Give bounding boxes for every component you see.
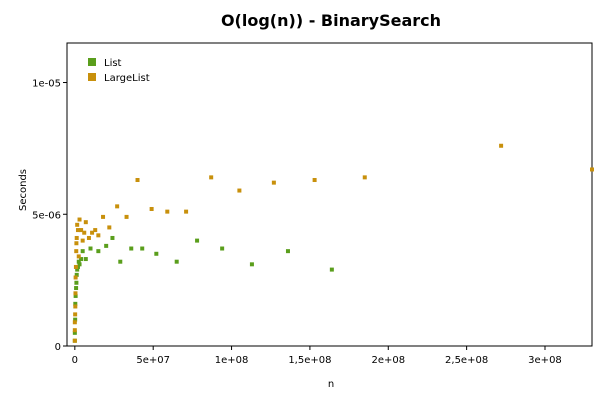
point-list (329, 267, 334, 272)
point-largelist (86, 235, 91, 240)
point-largelist (93, 228, 98, 233)
point-largelist (184, 209, 189, 214)
point-list (104, 243, 109, 248)
point-largelist (165, 209, 170, 214)
chart-title: O(log(n)) - BinarySearch (221, 11, 441, 30)
point-largelist (209, 175, 214, 180)
point-largelist (271, 180, 276, 185)
x-axis: 0 5e+07 1e+08 1,5e+08 2e+08 2,5e+08 3e+08 (72, 346, 562, 366)
point-list (195, 238, 200, 243)
point-largelist (107, 225, 112, 230)
point-list (140, 246, 145, 251)
plot-area (66, 42, 593, 347)
point-list (154, 251, 159, 256)
y-tick-label: 1e-05 (32, 79, 61, 90)
point-list (129, 246, 134, 251)
point-list (110, 235, 115, 240)
point-largelist (75, 222, 80, 227)
point-list (74, 272, 79, 277)
point-largelist (74, 235, 79, 240)
point-largelist (72, 338, 77, 343)
x-tick-label: 2e+08 (371, 355, 405, 366)
y-tick-label: 5e-06 (32, 210, 61, 221)
point-largelist (80, 238, 85, 243)
point-largelist (74, 249, 79, 254)
point-list (73, 293, 78, 298)
point-largelist (74, 241, 79, 246)
point-list (75, 264, 80, 269)
point-largelist (101, 214, 106, 219)
point-list (249, 262, 254, 267)
point-list (118, 259, 123, 264)
point-largelist (72, 328, 77, 333)
x-tick-label: 2,5e+08 (445, 355, 488, 366)
point-list (79, 257, 84, 262)
point-largelist (115, 204, 120, 209)
point-largelist (590, 167, 594, 172)
point-list (72, 330, 77, 335)
point-largelist (83, 220, 88, 225)
point-list (285, 249, 290, 254)
legend: List LargeList (88, 58, 150, 84)
point-largelist (124, 214, 129, 219)
y-tick-label: 0 (55, 342, 61, 353)
point-list (88, 246, 93, 251)
point-largelist (73, 312, 78, 317)
legend-label-largelist: LargeList (104, 73, 150, 84)
point-largelist (79, 228, 84, 233)
point-list (74, 280, 79, 285)
point-largelist (135, 178, 140, 183)
y-axis-label: Seconds (18, 169, 29, 211)
point-largelist (73, 264, 78, 269)
point-largelist (76, 254, 81, 259)
point-largelist (362, 175, 367, 180)
point-list (75, 267, 80, 272)
legend-swatch-largelist (88, 73, 96, 81)
x-tick-label: 1e+08 (215, 355, 249, 366)
point-largelist (73, 275, 78, 280)
point-list (83, 257, 88, 262)
point-largelist (237, 188, 242, 193)
legend-label-list: List (104, 58, 122, 69)
point-largelist (96, 233, 101, 238)
point-list (73, 301, 78, 306)
point-list (174, 259, 179, 264)
point-largelist (73, 291, 78, 296)
point-list (96, 249, 101, 254)
point-largelist (73, 304, 78, 309)
point-largelist (75, 228, 80, 233)
point-list (77, 262, 82, 267)
x-tick-label: 3e+08 (528, 355, 562, 366)
point-largelist (77, 217, 82, 222)
data-points (72, 143, 594, 343)
point-largelist (149, 206, 154, 211)
point-list (76, 259, 81, 264)
point-list (220, 246, 225, 251)
point-list (74, 286, 79, 291)
point-list (80, 249, 85, 254)
point-largelist (82, 230, 87, 235)
x-tick-label: 5e+07 (136, 355, 170, 366)
point-largelist (312, 178, 317, 183)
x-tick-label: 0 (72, 355, 78, 366)
x-tick-label: 1,5e+08 (288, 355, 331, 366)
point-largelist (90, 230, 95, 235)
y-axis: 0 5e-06 1e-05 (32, 79, 67, 353)
x-axis-label: n (328, 379, 334, 390)
legend-swatch-list (88, 58, 96, 66)
point-largelist (72, 320, 77, 325)
point-largelist (499, 143, 504, 148)
point-list (73, 317, 78, 322)
